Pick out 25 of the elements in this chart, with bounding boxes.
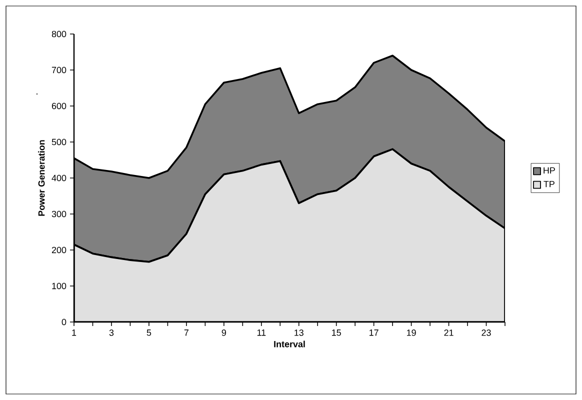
x-tick-label: 1 [72, 330, 76, 336]
y-tick-label: 0 [62, 318, 66, 326]
x-axis-title: Interval [274, 340, 305, 348]
text: TP [544, 180, 554, 188]
x-tick-label: 15 [332, 330, 341, 336]
x-tick-label: 9 [222, 330, 226, 336]
x-tick-label: 3 [109, 330, 114, 336]
x-tick-label: 23 [482, 330, 491, 336]
legend-label: HP [544, 167, 555, 174]
y-tick-label: 400 [52, 174, 66, 182]
y-tick-label: 200 [52, 246, 66, 254]
y-tick-label: 500 [52, 138, 66, 146]
x-tick-label: 13 [294, 330, 304, 336]
y-tick-label: 700 [52, 66, 66, 74]
x-tick-label: 7 [184, 330, 188, 336]
y-tick-label: 300 [52, 210, 66, 218]
y-tick-label: 800 [52, 30, 66, 38]
y-axis-title: Power Generation [38, 140, 45, 216]
x-tick-label: 17 [370, 330, 378, 336]
y-tick-label: 600 [52, 102, 66, 110]
x-tick-label: 5 [146, 330, 152, 336]
x-tick-label: 11 [257, 330, 266, 336]
x-tick-label: 21 [444, 330, 454, 336]
y-tick-label: 100 [52, 282, 66, 290]
x-tick-label: 19 [407, 330, 416, 336]
